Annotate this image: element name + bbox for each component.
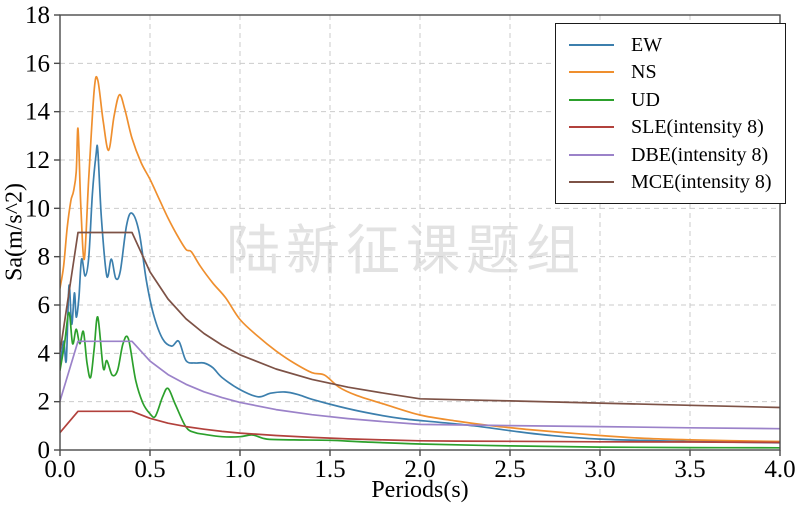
x-tick-label: 3.0	[584, 456, 615, 483]
legend-label: SLE(intensity 8)	[631, 116, 764, 139]
legend-line-sample	[569, 181, 614, 184]
series-line-ns	[60, 75, 780, 443]
y-tick-label: 10	[25, 195, 50, 222]
legend-label: MCE(intensity 8)	[631, 171, 772, 194]
legend-box: EW NS UD SLE(intensity 8) DBE(intensity 8) MC…	[555, 23, 786, 204]
y-tick-label: 6	[38, 292, 51, 319]
legend-label: NS	[631, 61, 657, 84]
y-tick-label: 8	[38, 244, 51, 271]
y-tick-label: 14	[25, 99, 51, 126]
series-line-ud	[60, 311, 780, 449]
y-axis-label: Sa(m/s^2)	[1, 183, 28, 281]
legend-item: SLE(intensity 8)	[569, 114, 773, 142]
y-tick-label: 16	[25, 50, 50, 77]
legend-label: UD	[631, 88, 660, 111]
x-tick-label: 2.0	[404, 456, 435, 483]
legend-label: DBE(intensity 8)	[631, 143, 769, 166]
legend-item: MCE(intensity 8)	[569, 169, 773, 197]
series-line-sle-intensity-8-	[60, 410, 780, 444]
x-tick-label: 0.0	[44, 456, 75, 483]
series-line-dbe-intensity-8-	[60, 340, 780, 430]
series-line-mce-intensity-8-	[60, 231, 780, 409]
legend-line-sample	[569, 98, 614, 101]
legend-line-sample	[569, 126, 614, 129]
x-axis-label: Periods(s)	[371, 477, 469, 503]
watermark-text: 陆新征课题组	[226, 221, 586, 281]
series-line-ew	[60, 144, 780, 444]
x-tick-label: 1.0	[224, 456, 255, 483]
y-tick-label: 18	[25, 2, 50, 29]
x-tick-label: 0.5	[134, 456, 165, 483]
y-tick-label: 2	[38, 389, 51, 416]
y-tick-label: 0	[38, 437, 51, 464]
x-tick-label: 1.5	[314, 456, 345, 483]
legend-item: DBE(intensity 8)	[569, 141, 773, 169]
x-tick-label: 4.0	[764, 456, 795, 483]
y-tick-label: 12	[25, 147, 50, 174]
x-tick-label: 2.5	[494, 456, 525, 483]
x-tick-label: 3.5	[674, 456, 705, 483]
legend-label: EW	[631, 33, 663, 56]
legend-item: NS	[569, 59, 773, 87]
legend-item: UD	[569, 86, 773, 114]
legend-line-sample	[569, 153, 614, 156]
legend-line-sample	[569, 43, 614, 46]
y-tick-label: 4	[38, 340, 51, 367]
legend-item: EW	[569, 31, 773, 59]
legend-line-sample	[569, 71, 614, 74]
